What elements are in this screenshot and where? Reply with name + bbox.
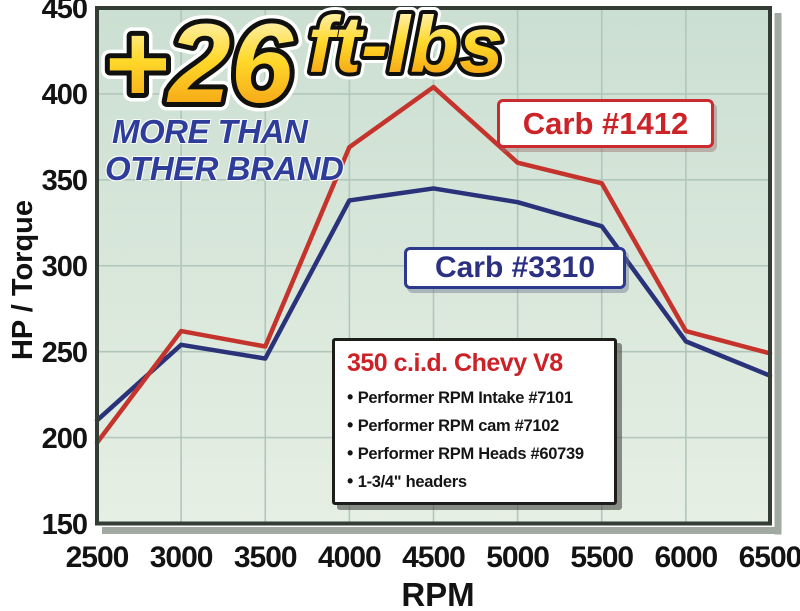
engine-spec-box: 350 c.i.d. Chevy V8 Performer RPM Intake…	[332, 338, 617, 505]
x-tick-2500: 2500	[65, 541, 130, 574]
y-tick-350: 350	[41, 164, 88, 197]
engine-spec-list: Performer RPM Intake #7101Performer RPM …	[347, 384, 606, 496]
x-tick-3500: 3500	[233, 541, 298, 574]
series-label-carb-1412: Carb #1412	[497, 99, 714, 148]
y-tick-200: 200	[41, 422, 88, 455]
gain-units-outline: ft-lbs	[308, 0, 504, 89]
x-tick-3000: 3000	[149, 541, 214, 574]
banner-subtitle-line1: MORE THAN	[112, 113, 308, 150]
frame-shadow-right	[774, 13, 782, 535]
frame-shadow-bottom	[102, 527, 781, 534]
spec-bullet: Performer RPM Intake #7101	[347, 384, 606, 412]
x-tick-5000: 5000	[486, 541, 550, 574]
x-tick-6500: 6500	[738, 541, 800, 574]
spec-bullet: Performer RPM cam #7102	[347, 412, 606, 440]
x-tick-4000: 4000	[318, 541, 382, 574]
engine-spec-title: 350 c.i.d. Chevy V8	[347, 349, 563, 377]
y-tick-250: 250	[41, 336, 88, 369]
x-axis-title: RPM	[401, 576, 475, 611]
series-label-carb-3310: Carb #3310	[404, 247, 626, 289]
gain-units: ft-lbs	[308, 0, 504, 89]
gain-banner: +26 +26 +26 ft-lbs ft-lbs ft-lbs	[95, 0, 511, 135]
x-tick-6000: 6000	[654, 541, 719, 574]
spec-bullet: Performer RPM Heads #60739	[347, 440, 606, 468]
y-tick-150: 150	[41, 508, 88, 541]
x-tick-5500: 5500	[570, 541, 634, 574]
plot-frame	[95, 6, 772, 526]
gain-value-outline: +26	[103, 1, 294, 126]
y-tick-300: 300	[41, 250, 88, 283]
gain-value: +26	[103, 1, 294, 126]
y-tick-400: 400	[41, 78, 88, 111]
gain-units-halo: ft-lbs	[308, 0, 504, 89]
y-tick-450: 450	[41, 0, 88, 25]
x-tick-4500: 4500	[402, 541, 466, 574]
banner-subtitle-line2: OTHER BRAND	[105, 150, 344, 187]
spec-bullet: 1-3/4" headers	[347, 468, 606, 496]
banner-subtitle: MORE THAN OTHER BRAND	[105, 113, 365, 187]
series-line-carb-1412	[94, 84, 773, 445]
series-line-carb-3310	[94, 186, 773, 423]
gain-value-halo: +26	[103, 1, 294, 126]
